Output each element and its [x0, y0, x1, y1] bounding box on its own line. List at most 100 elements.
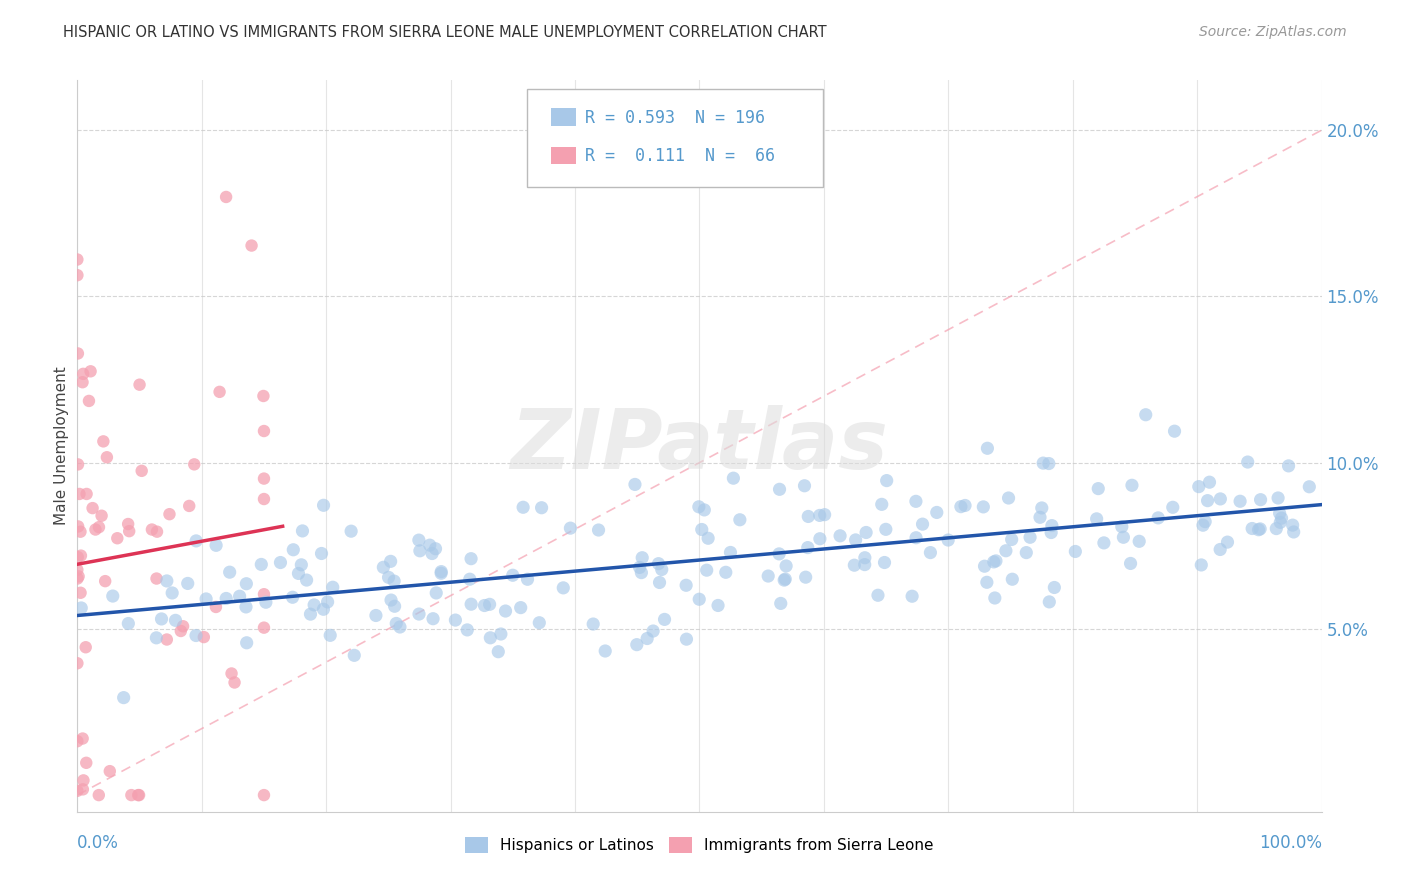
Point: [636, 632, 658, 646]
Point: [96, 450, 118, 465]
Point: [215, 190, 238, 204]
Point: [72, 375, 94, 389]
Point: [688, 500, 710, 514]
Point: [588, 523, 610, 537]
Point: [425, 586, 447, 600]
Point: [1121, 478, 1143, 492]
Point: [1270, 516, 1292, 530]
Point: [408, 533, 430, 548]
Point: [973, 559, 995, 574]
Point: [1161, 500, 1184, 515]
Text: HISPANIC OR LATINO VS IMMIGRANTS FROM SIERRA LEONE MALE UNEMPLOYMENT CORRELATION: HISPANIC OR LATINO VS IMMIGRANTS FROM SI…: [63, 25, 827, 40]
Point: [984, 591, 1007, 605]
Point: [1281, 518, 1303, 533]
Point: [117, 516, 139, 531]
Point: [1250, 492, 1272, 507]
Point: [553, 581, 575, 595]
Point: [159, 507, 181, 521]
Point: [870, 497, 893, 511]
Point: [495, 604, 517, 618]
Point: [75, 756, 97, 770]
Point: [1298, 480, 1320, 494]
Point: [72, 782, 94, 797]
Point: [1119, 557, 1142, 571]
Point: [72, 773, 94, 788]
Point: [193, 630, 215, 644]
Point: [146, 524, 169, 539]
Point: [502, 568, 524, 582]
Point: [69, 586, 91, 600]
Point: [793, 479, 815, 493]
Point: [651, 562, 673, 576]
Point: [269, 556, 291, 570]
Point: [419, 538, 441, 552]
Point: [69, 524, 91, 539]
Point: [949, 500, 972, 514]
Point: [128, 788, 150, 802]
Point: [654, 612, 676, 626]
Point: [876, 474, 898, 488]
Point: [1001, 533, 1024, 547]
Point: [1147, 511, 1170, 525]
Point: [373, 560, 395, 574]
Point: [66, 268, 89, 283]
Point: [845, 533, 868, 547]
Point: [808, 532, 831, 546]
Point: [254, 595, 277, 609]
Point: [87, 788, 110, 802]
Point: [866, 588, 889, 602]
Point: [1135, 408, 1157, 422]
Point: [984, 554, 1007, 568]
Point: [873, 556, 896, 570]
Point: [184, 628, 207, 642]
Point: [388, 620, 411, 634]
Point: [844, 558, 866, 573]
Point: [1040, 518, 1063, 533]
Point: [628, 560, 651, 574]
Point: [512, 500, 534, 515]
Point: [630, 566, 652, 580]
Point: [145, 572, 167, 586]
Point: [516, 572, 538, 586]
Point: [1112, 530, 1135, 544]
Point: [720, 545, 742, 559]
Point: [444, 613, 467, 627]
Point: [98, 764, 121, 779]
Point: [1209, 542, 1232, 557]
Point: [1188, 480, 1211, 494]
Point: [756, 569, 779, 583]
Text: R =  0.111  N =  66: R = 0.111 N = 66: [585, 147, 775, 165]
Point: [1197, 493, 1219, 508]
Point: [1192, 518, 1215, 533]
Point: [486, 645, 509, 659]
Point: [385, 616, 408, 631]
Point: [775, 572, 797, 586]
Point: [648, 575, 671, 590]
Point: [205, 538, 228, 552]
Point: [768, 547, 790, 561]
Point: [112, 690, 135, 705]
Point: [343, 648, 366, 663]
Point: [1216, 535, 1239, 549]
Point: [768, 483, 790, 497]
Point: [141, 523, 163, 537]
Point: [460, 551, 482, 566]
Point: [94, 574, 117, 589]
Point: [66, 458, 89, 472]
Point: [183, 458, 205, 472]
Point: [281, 591, 304, 605]
Point: [250, 558, 273, 572]
Point: [1267, 491, 1289, 505]
Point: [1249, 522, 1271, 536]
Point: [626, 638, 648, 652]
Point: [253, 587, 276, 601]
Point: [1198, 475, 1220, 490]
Point: [901, 589, 924, 603]
Point: [302, 598, 325, 612]
Point: [688, 592, 710, 607]
Text: R = 0.593  N = 196: R = 0.593 N = 196: [585, 109, 765, 127]
Point: [75, 640, 97, 655]
Point: [489, 627, 512, 641]
Point: [1038, 595, 1060, 609]
Point: [1064, 544, 1087, 558]
